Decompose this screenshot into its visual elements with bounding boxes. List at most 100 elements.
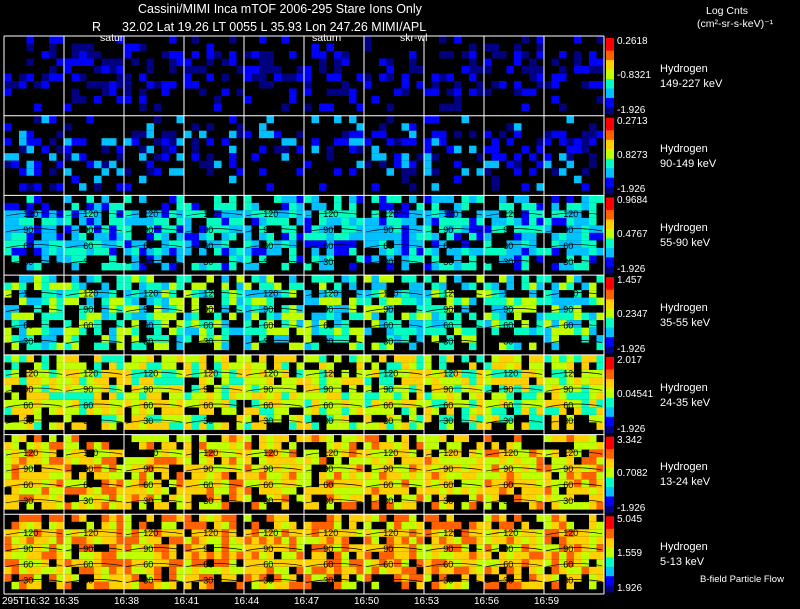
- heatmap-cell: [116, 487, 124, 495]
- heatmap-cell: [259, 581, 267, 590]
- heatmap-cell: [349, 145, 357, 154]
- heatmap-cell: [64, 123, 72, 131]
- heatmap-cell: [401, 255, 409, 263]
- heatmap-cell: [191, 282, 199, 291]
- heatmap-cell: [521, 529, 529, 537]
- heatmap-cell: [64, 240, 72, 248]
- heatmap-cell: [476, 422, 484, 430]
- heatmap-cell: [101, 354, 109, 363]
- heatmap-cell: [56, 422, 64, 430]
- contour-line: [365, 483, 423, 488]
- contour-label: 60: [263, 560, 273, 570]
- heatmap-cell: [79, 240, 87, 248]
- heatmap-cell: [581, 255, 589, 263]
- heatmap-cell: [551, 487, 559, 495]
- heatmap-cell: [139, 130, 147, 139]
- heatmap-cell: [484, 362, 492, 370]
- contour-label: 60: [443, 400, 453, 410]
- heatmap-cell: [139, 290, 147, 298]
- heatmap-cell: [514, 449, 522, 458]
- heatmap-cell: [506, 377, 514, 385]
- heatmap-cell: [214, 442, 222, 450]
- heatmap-cell: [259, 275, 267, 283]
- heatmap-cell: [484, 457, 492, 465]
- heatmap-cell: [559, 551, 567, 560]
- heatmap-cell: [536, 73, 544, 81]
- heatmap-cell: [244, 529, 252, 537]
- contour-line: [125, 531, 183, 536]
- heatmap-cell: [146, 354, 154, 363]
- heatmap-cell: [349, 581, 357, 590]
- heatmap-cell: [154, 369, 162, 378]
- heatmap-cell: [184, 66, 192, 74]
- heatmap-cell: [506, 255, 514, 263]
- contour-line: [305, 419, 363, 424]
- heatmap-cell: [281, 138, 289, 146]
- heatmap-cell: [304, 384, 312, 393]
- heatmap-cell: [589, 255, 597, 263]
- heatmap-cell: [341, 210, 349, 218]
- contour-label: 90: [443, 544, 453, 554]
- heatmap-cell: [236, 464, 244, 473]
- heatmap-cell: [116, 559, 124, 567]
- contour-line: [245, 371, 303, 376]
- heatmap-cell: [341, 487, 349, 495]
- heatmap-cell: [514, 559, 522, 567]
- contour-label: 60: [383, 400, 393, 410]
- heatmap-cell: [71, 514, 79, 522]
- heatmap-cell: [506, 521, 514, 530]
- heatmap-cell: [161, 362, 169, 370]
- heatmap-cell: [461, 115, 469, 124]
- heatmap-cell: [124, 168, 132, 176]
- heatmap-cell: [304, 73, 312, 81]
- heatmap-cell: [86, 536, 94, 545]
- heatmap-cell: [439, 551, 447, 560]
- heatmap-cell: [416, 225, 424, 233]
- heatmap-cell: [551, 544, 559, 552]
- heatmap-cell: [596, 414, 604, 423]
- heatmap-cell: [259, 414, 267, 423]
- heatmap-cell: [101, 160, 109, 169]
- heatmap-cell: [499, 449, 507, 458]
- heatmap-cell: [101, 472, 109, 480]
- heatmap-cell: [409, 66, 417, 74]
- heatmap-cell: [71, 327, 79, 336]
- heatmap-cell: [566, 160, 574, 169]
- colorbar-segment: [606, 419, 614, 424]
- heatmap-cell: [386, 529, 394, 537]
- heatmap-cell: [64, 290, 72, 298]
- heatmap-cell: [124, 262, 132, 271]
- heatmap-cell: [371, 225, 379, 233]
- heatmap-cell: [139, 145, 147, 154]
- heatmap-cell: [364, 138, 372, 146]
- contour-label: 120: [83, 209, 98, 219]
- contour-line: [245, 228, 303, 233]
- heatmap-cell: [589, 581, 597, 590]
- heatmap-cell: [304, 479, 312, 488]
- heatmap-cell: [251, 73, 259, 81]
- heatmap-cell: [206, 581, 214, 590]
- heatmap-cell: [349, 407, 357, 415]
- heatmap-cell: [199, 566, 207, 575]
- heatmap-cell: [521, 487, 529, 495]
- contour-line: [545, 451, 603, 456]
- colorbar-segment: [606, 321, 614, 325]
- heatmap-cell: [356, 297, 364, 306]
- heatmap-cell: [349, 96, 357, 104]
- heatmap-cell: [439, 479, 447, 488]
- contour-label: 120: [563, 209, 578, 219]
- heatmap-cell: [289, 312, 297, 321]
- heatmap-cell: [461, 51, 469, 59]
- heatmap-cell: [364, 275, 372, 283]
- heatmap-cell: [529, 407, 537, 415]
- heatmap-cell: [311, 544, 319, 552]
- heatmap-cell: [146, 536, 154, 545]
- heatmap-cell: [259, 449, 267, 458]
- colorbar-mid-label: 0.2347: [617, 309, 648, 320]
- heatmap-cell: [544, 574, 552, 582]
- heatmap-cell: [334, 449, 342, 458]
- heatmap-cell: [364, 43, 372, 51]
- heatmap-cell: [101, 66, 109, 74]
- colorbar-segment: [606, 299, 614, 303]
- heatmap-cell: [334, 414, 342, 423]
